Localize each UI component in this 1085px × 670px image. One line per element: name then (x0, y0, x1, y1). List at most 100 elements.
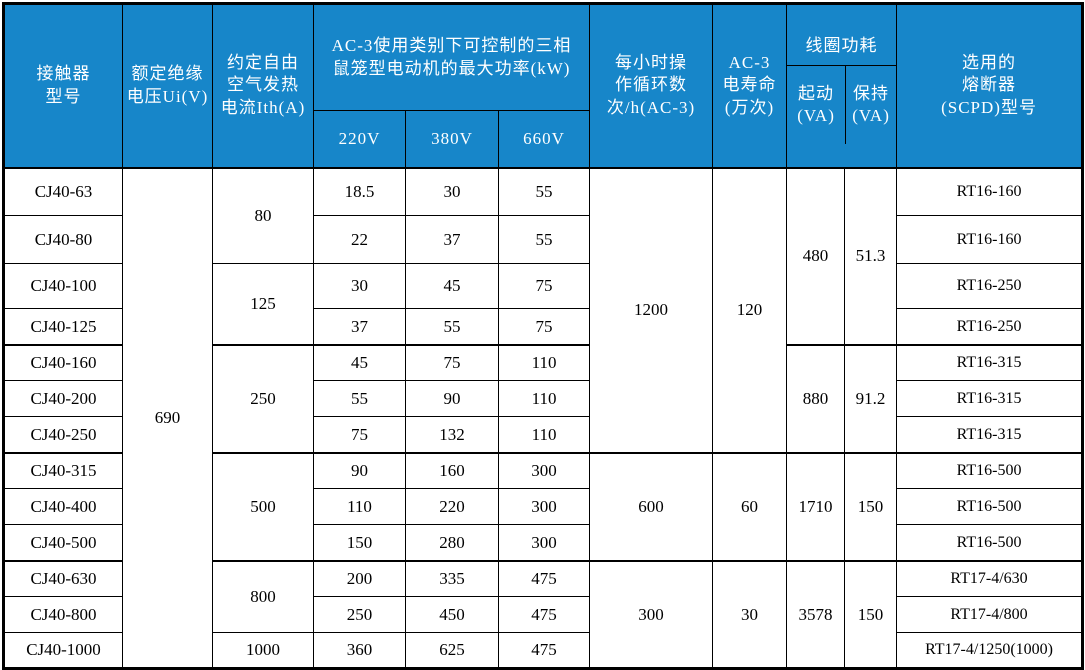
cell-kw-660v: 110 (497, 380, 591, 418)
cell-coil-start: 880 (786, 343, 846, 454)
cell-kw-660v: 55 (497, 215, 591, 265)
cell-kw-380v: 45 (405, 263, 499, 310)
cell-model: CJ40-400 (3, 488, 123, 526)
col-header-model: 接触器 型号 (3, 2, 123, 169)
cell-model: CJ40-1000 (3, 632, 123, 670)
col-header-380v: 380V (405, 110, 499, 169)
cell-model: CJ40-315 (3, 451, 123, 490)
cell-model: CJ40-100 (3, 263, 123, 310)
table-row: CJ40-125 37 55 75 RT16-250 (3, 308, 1084, 346)
cell-fuse: RT16-315 (896, 343, 1084, 382)
cell-kw-660v: 75 (497, 308, 591, 346)
cell-model: CJ40-500 (3, 524, 123, 562)
coil-power-header: 线圈功耗 起动 (VA) 保持 (VA) (787, 28, 896, 144)
cell-coil-hold: 91.2 (844, 343, 898, 454)
cell-kw-220v: 18.5 (313, 167, 406, 217)
cell-coil-hold: 150 (844, 559, 898, 670)
cell-kw-220v: 90 (313, 451, 406, 490)
table-row: CJ40-315 500 90 160 300 600 60 1710 150 … (3, 451, 1084, 562)
cell-fuse: RT16-160 (896, 167, 1084, 217)
table-row: CJ40-100 125 30 45 75 RT16-250 (3, 263, 1084, 346)
table-row: CJ40-200 55 90 110 RT16-315 (3, 380, 1084, 418)
cell-model: CJ40-160 (3, 343, 123, 382)
cell-kw-660v: 300 (497, 488, 591, 526)
cell-coil-hold: 150 (844, 451, 898, 562)
cell-fuse: RT17-4/1250(1000) (896, 632, 1084, 670)
cell-kw-660v: 300 (497, 451, 591, 490)
cell-fuse: RT17-4/630 (896, 559, 1084, 598)
cell-kw-660v: 475 (497, 632, 591, 670)
cell-coil-hold: 51.3 (844, 167, 898, 346)
cell-kw-380v: 220 (405, 488, 499, 526)
cell-model: CJ40-250 (3, 416, 123, 454)
cell-coil-start: 3578 (786, 559, 846, 670)
table-row: CJ40-400 110 220 300 RT16-500 (3, 488, 1084, 526)
cell-coil-start: 480 (786, 167, 846, 346)
cell-kw-220v: 45 (313, 343, 406, 382)
cell-kw-220v: 110 (313, 488, 406, 526)
cell-thermal-current: 500 (212, 451, 314, 562)
header-row-1: 接触器 型号 额定绝缘 电压Ui(V) 约定自由 空气发热 电流Ith(A) A… (3, 2, 1084, 169)
cell-life: 120 (712, 167, 788, 454)
cell-thermal-current: 800 (212, 559, 314, 634)
cell-thermal-current: 125 (212, 263, 314, 346)
cell-kw-220v: 150 (313, 524, 406, 562)
col-header-coil-hold: 保持 (VA) (852, 83, 890, 125)
table-row: CJ40-80 22 37 55 RT16-160 (3, 215, 1084, 265)
cell-kw-220v: 250 (313, 596, 406, 634)
cell-model: CJ40-200 (3, 380, 123, 418)
cell-kw-380v: 55 (405, 308, 499, 346)
cell-thermal-current: 80 (212, 167, 314, 265)
cell-kw-380v: 335 (405, 559, 499, 598)
cell-model: CJ40-630 (3, 559, 123, 598)
cell-kw-380v: 280 (405, 524, 499, 562)
cell-kw-380v: 625 (405, 632, 499, 670)
col-header-insulation-voltage: 额定绝缘 电压Ui(V) (122, 2, 213, 169)
table-row: CJ40-160 250 45 75 110 880 91.2 RT16-315 (3, 343, 1084, 454)
cell-kw-220v: 55 (313, 380, 406, 418)
cell-fuse: RT16-250 (896, 308, 1084, 346)
header-row-2: 220V 380V 660V (4, 110, 1083, 169)
cell-fuse: RT16-250 (896, 263, 1084, 310)
col-header-coil-power-group: 线圈功耗 起动 (VA) 保持 (VA) (786, 2, 898, 169)
col-header-660v: 660V (497, 110, 591, 169)
col-header-kw-group: AC-3使用类别下可控制的三相 鼠笼型电动机的最大功率(kW) (312, 2, 591, 112)
cell-kw-220v: 75 (313, 416, 406, 454)
cell-kw-220v: 360 (313, 632, 406, 670)
cell-fuse: RT16-160 (896, 215, 1084, 265)
cell-fuse: RT16-500 (896, 488, 1084, 526)
cell-fuse: RT16-315 (896, 416, 1084, 454)
cell-kw-220v: 30 (313, 263, 406, 310)
cell-kw-380v: 90 (405, 380, 499, 418)
cell-cycles: 300 (589, 559, 714, 670)
cell-thermal-current: 250 (212, 343, 314, 454)
cell-fuse: RT16-315 (896, 380, 1084, 418)
col-header-thermal-current: 约定自由 空气发热 电流Ith(A) (212, 2, 314, 169)
cell-kw-220v: 200 (313, 559, 406, 598)
cell-cycles: 1200 (589, 167, 714, 454)
col-header-cycles-per-hour: 每小时操 作循环数 次/h(AC-3) (589, 2, 714, 169)
cell-kw-660v: 55 (497, 167, 591, 217)
coil-power-subheaders: 起动 (VA) 保持 (VA) (788, 65, 896, 144)
cell-kw-660v: 110 (497, 343, 591, 382)
cell-insulation-voltage: 690 (122, 167, 213, 670)
col-header-electrical-life: AC-3 电寿命 (万次) (712, 2, 788, 169)
cell-model: CJ40-800 (3, 596, 123, 634)
cell-fuse: RT17-4/800 (896, 596, 1084, 634)
cell-kw-660v: 475 (497, 559, 591, 598)
cell-model: CJ40-80 (3, 215, 123, 265)
table-row: CJ40-63 690 80 18.5 30 55 1200 120 480 5… (3, 167, 1084, 670)
cell-kw-380v: 37 (405, 215, 499, 265)
cell-kw-220v: 22 (313, 215, 406, 265)
col-header-220v: 220V (313, 110, 406, 169)
cell-fuse: RT16-500 (896, 451, 1084, 490)
cell-kw-660v: 300 (497, 524, 591, 562)
cell-kw-660v: 110 (497, 416, 591, 454)
cell-cycles: 600 (589, 451, 714, 562)
cell-kw-380v: 450 (405, 596, 499, 634)
cell-kw-380v: 30 (405, 167, 499, 217)
coil-power-title: 线圈功耗 (787, 28, 896, 66)
col-header-coil-start: 起动 (VA) (788, 65, 847, 144)
